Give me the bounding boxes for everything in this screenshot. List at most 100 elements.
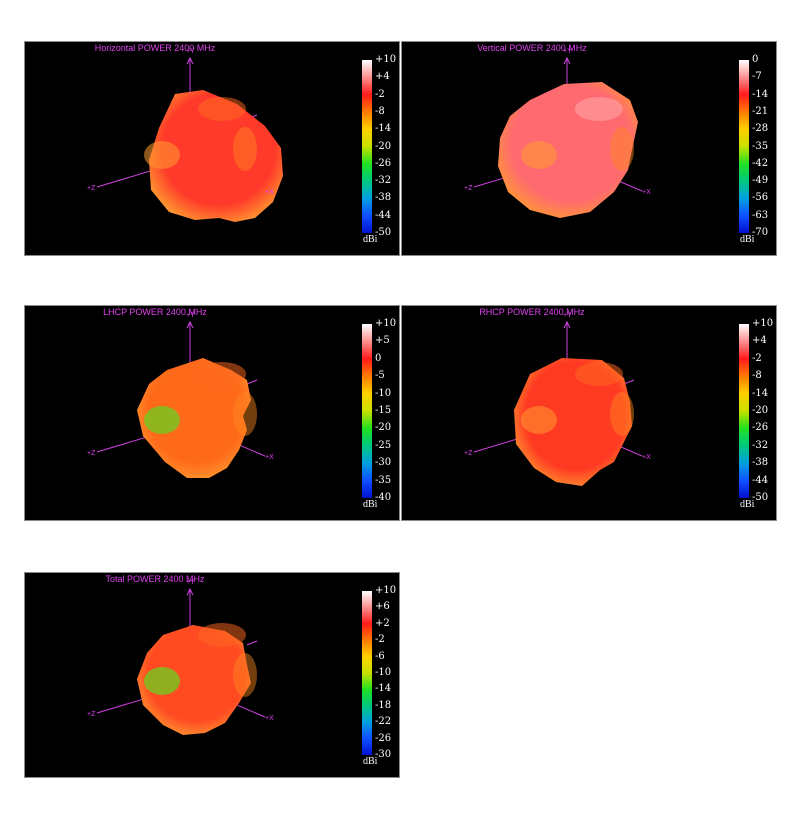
colorbar-tick-label: +10: [752, 318, 774, 329]
colorbar-tick-label: -14: [375, 683, 392, 695]
colorbar-unit: dBi: [740, 234, 755, 245]
colorbar-tick-label: -35: [752, 140, 769, 152]
colorbar-tick-label: -42: [752, 157, 769, 169]
colorbar-tick-label: -10: [375, 667, 392, 678]
colorbar: [739, 324, 749, 498]
pattern-facet: [610, 127, 634, 171]
colorbar-unit: dBi: [740, 499, 755, 510]
z-axis-label: +Z: [87, 711, 96, 718]
colorbar: [739, 60, 749, 233]
pattern-plot: [473, 320, 643, 486]
colorbar-unit: dBi: [363, 234, 378, 245]
colorbar-tick-label: +10: [375, 585, 397, 596]
colorbar-tick-label: +4: [752, 335, 767, 347]
y-axis-arrow: [186, 56, 194, 65]
pattern-facet: [575, 97, 623, 121]
colorbar-tick-label: -40: [375, 492, 392, 503]
colorbar-tick-label: -63: [752, 209, 769, 221]
colorbar-tick-label: -15: [375, 405, 392, 416]
pattern-surface: [137, 358, 251, 478]
z-axis-label: +Z: [87, 185, 96, 192]
panel-vertical: Vertical POWER 2400 MHz +Y +Z +X 0 -7 -14 -21 -…: [401, 41, 777, 256]
colorbar-tick-label: -38: [752, 457, 769, 469]
y-axis-arrow: [563, 56, 571, 65]
colorbar-tick-label: -35: [375, 474, 392, 486]
colorbar: [362, 591, 372, 755]
pattern-surface: [514, 358, 632, 486]
colorbar-tick-label: -32: [375, 175, 392, 187]
colorbar-tick-label: -21: [752, 105, 769, 117]
y-axis-label: +Y: [186, 312, 195, 319]
chart-title: Horizontal POWER 2400 MHz: [94, 43, 216, 53]
colorbar-tick-label: -70: [752, 227, 769, 238]
colorbar-tick-label: +4: [375, 71, 390, 83]
pattern-facet: [144, 406, 180, 434]
pattern-surface: [149, 90, 283, 222]
pattern-plot: [473, 56, 643, 218]
colorbar-tick-label: -49: [752, 175, 769, 187]
colorbar-tick-label: -8: [752, 370, 762, 382]
colorbar-tick-label: -44: [375, 209, 392, 221]
pattern-facet: [521, 141, 557, 169]
colorbar-tick-label: +2: [375, 617, 390, 629]
axis-stub: [246, 640, 258, 646]
colorbar-tick-label: +5: [375, 335, 390, 347]
colorbar-tick-label: -25: [375, 439, 392, 451]
colorbar-tick-label: -14: [375, 123, 392, 135]
colorbar-tick-label: -20: [375, 422, 392, 434]
colorbar-tick-label: -20: [752, 405, 769, 416]
pattern-facet: [144, 141, 180, 169]
colorbar-tick-label: +10: [375, 54, 397, 65]
pattern-surface: [137, 625, 251, 735]
pattern-facet: [233, 127, 257, 171]
colorbar-tick-label: 0: [752, 54, 759, 65]
colorbar-tick-label: 0: [375, 352, 382, 364]
colorbar-tick-label: -10: [375, 387, 392, 399]
colorbar-tick-label: -18: [375, 699, 392, 711]
pattern-facet: [521, 406, 557, 434]
x-axis-label: +X: [265, 715, 274, 722]
pattern-facet: [610, 392, 634, 436]
chart-title: Vertical POWER 2400 MHz: [477, 43, 587, 53]
pattern-facet: [233, 653, 257, 697]
colorbar-unit: dBi: [363, 756, 378, 767]
x-axis-label: +X: [642, 454, 651, 461]
axis-stub: [246, 379, 258, 385]
pattern-facet: [233, 392, 257, 436]
colorbar-tick-label: -26: [375, 157, 392, 169]
colorbar-tick-label: -26: [752, 422, 769, 434]
colorbar-tick-label: -5: [375, 370, 385, 382]
colorbar-tick-label: -6: [375, 650, 385, 662]
chart-title: LHCP POWER 2400 MHz: [103, 307, 207, 317]
colorbar-tick-label: -56: [752, 192, 769, 204]
pattern-facet: [198, 97, 246, 121]
pattern-facet: [198, 623, 246, 647]
colorbar-tick-label: -50: [752, 492, 769, 503]
panel-total: Total POWER 2400 MHz +Y +Z +X +10 +6 +2 -2 -6 -1…: [24, 572, 400, 778]
colorbar-tick-label: -22: [375, 716, 392, 728]
colorbar-tick-label: -50: [375, 227, 392, 238]
x-axis-label: +X: [642, 189, 651, 196]
pattern-facet: [198, 362, 246, 386]
x-axis-label: +X: [265, 189, 274, 196]
pattern-plot: [96, 587, 266, 735]
z-axis-label: +Z: [87, 450, 96, 457]
panel-rhcp: RHCP POWER 2400 MHz +Y +Z +X +10 +4 -2 -8 -14 -2…: [401, 305, 777, 521]
colorbar-tick-label: -26: [375, 732, 392, 744]
y-axis-arrow: [186, 320, 194, 329]
colorbar-tick-label: -30: [375, 749, 392, 760]
pattern-facet: [144, 667, 180, 695]
colorbar-tick-label: -2: [375, 634, 385, 646]
pattern-plot: [96, 56, 283, 222]
z-axis-label: +Z: [464, 185, 473, 192]
y-axis-arrow: [186, 587, 194, 596]
colorbar-tick-label: -30: [375, 457, 392, 469]
panel-horizontal: Horizontal POWER 2400 MHz +Y +Z +X +10 +4 -2 -…: [24, 41, 400, 256]
colorbar-tick-label: -14: [752, 387, 769, 399]
colorbar-tick-label: -44: [752, 474, 769, 486]
y-axis-label: +Y: [563, 48, 572, 55]
x-axis-label: +X: [265, 454, 274, 461]
chart-title: Total POWER 2400 MHz: [105, 574, 205, 584]
z-axis-label: +Z: [464, 450, 473, 457]
colorbar-tick-label: -14: [752, 88, 769, 100]
